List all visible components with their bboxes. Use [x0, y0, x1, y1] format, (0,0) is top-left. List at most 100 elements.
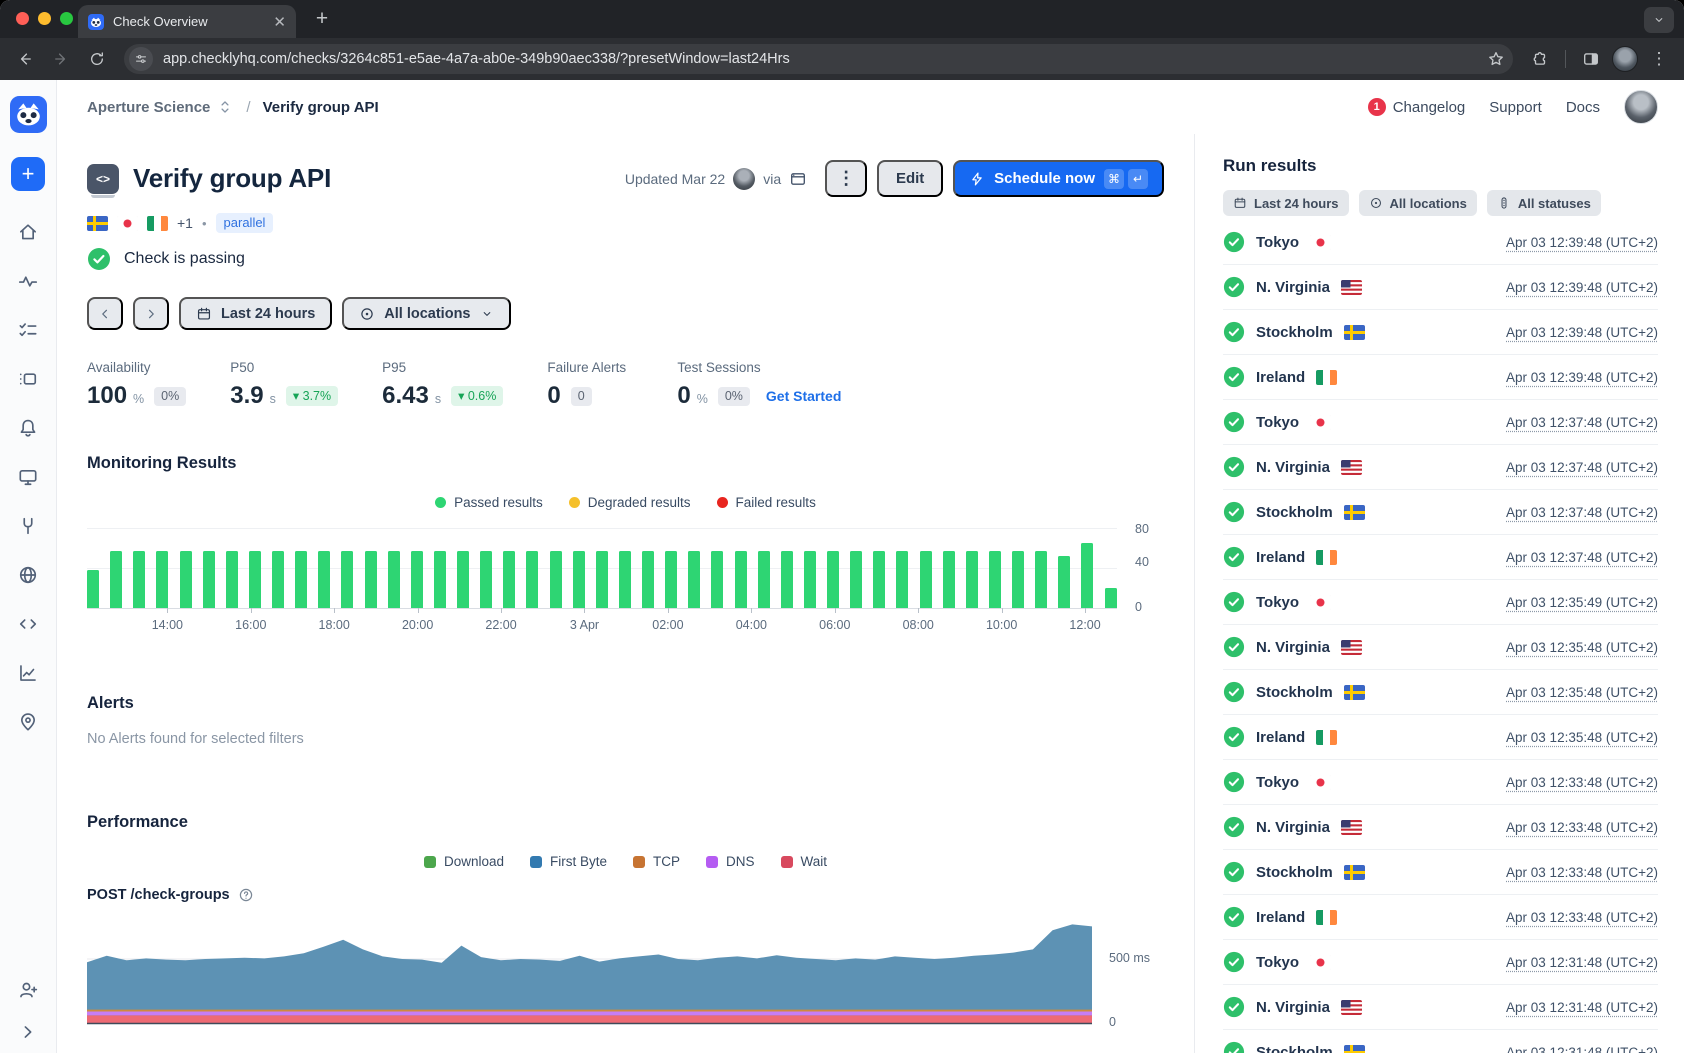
new-tab-button[interactable]: +	[308, 5, 336, 33]
passed-result-bar[interactable]	[434, 551, 446, 608]
next-period-button[interactable]	[133, 297, 169, 330]
run-result-row[interactable]: TokyoApr 03 12:31:48 (UTC+2)	[1223, 940, 1658, 985]
run-result-row[interactable]: StockholmApr 03 12:33:48 (UTC+2)	[1223, 850, 1658, 895]
passed-result-bar[interactable]	[411, 551, 423, 608]
run-timestamp-link[interactable]: Apr 03 12:37:48 (UTC+2)	[1506, 460, 1658, 475]
passed-result-bar[interactable]	[943, 551, 955, 608]
run-result-row[interactable]: StockholmApr 03 12:39:48 (UTC+2)	[1223, 310, 1658, 355]
sidebar-item-checks[interactable]	[17, 319, 39, 341]
monitoring-results-chart[interactable]: 14:0016:0018:0020:0022:003 Apr02:0004:00…	[87, 528, 1164, 646]
reload-button[interactable]	[82, 44, 112, 74]
passed-result-bar[interactable]	[318, 551, 330, 608]
passed-result-bar[interactable]	[873, 551, 885, 608]
site-info-icon[interactable]	[129, 47, 153, 71]
run-timestamp-link[interactable]: Apr 03 12:35:48 (UTC+2)	[1506, 730, 1658, 745]
passed-result-bar[interactable]	[966, 551, 978, 608]
run-timestamp-link[interactable]: Apr 03 12:31:48 (UTC+2)	[1506, 1000, 1658, 1015]
run-filter-all-statuses[interactable]: All statuses	[1487, 190, 1601, 216]
sidebar-item-alerts[interactable]	[17, 417, 39, 439]
locations-filter[interactable]: All locations	[342, 297, 510, 330]
run-result-row[interactable]: StockholmApr 03 12:31:48 (UTC+2)	[1223, 1030, 1658, 1053]
passed-result-bar[interactable]	[1012, 551, 1024, 608]
back-button[interactable]	[10, 44, 40, 74]
run-filter-last-24-hours[interactable]: Last 24 hours	[1223, 190, 1349, 216]
edit-button[interactable]: Edit	[877, 160, 943, 197]
passed-result-bar[interactable]	[1035, 551, 1047, 608]
run-timestamp-link[interactable]: Apr 03 12:33:48 (UTC+2)	[1506, 910, 1658, 925]
passed-result-bar[interactable]	[272, 551, 284, 608]
passed-result-bar[interactable]	[642, 551, 654, 608]
run-result-row[interactable]: IrelandApr 03 12:37:48 (UTC+2)	[1223, 535, 1658, 580]
bookmark-star-icon[interactable]	[1487, 50, 1505, 68]
maximize-window-button[interactable]	[60, 12, 73, 25]
passed-result-bar[interactable]	[827, 551, 839, 608]
legend-item-degraded-results[interactable]: Degraded results	[569, 495, 691, 510]
run-result-row[interactable]: N. VirginiaApr 03 12:31:48 (UTC+2)	[1223, 985, 1658, 1030]
passed-result-bar[interactable]	[781, 551, 793, 608]
previous-period-button[interactable]	[87, 297, 123, 330]
sidebar-item-activity[interactable]	[17, 270, 39, 292]
run-timestamp-link[interactable]: Apr 03 12:37:48 (UTC+2)	[1506, 550, 1658, 565]
passed-result-bar[interactable]	[526, 551, 538, 608]
legend-item-dns[interactable]: DNS	[706, 854, 755, 869]
passed-result-bar[interactable]	[480, 551, 492, 608]
passed-result-bar[interactable]	[711, 551, 723, 608]
run-timestamp-link[interactable]: Apr 03 12:39:48 (UTC+2)	[1506, 280, 1658, 295]
passed-result-bar[interactable]	[896, 551, 908, 608]
run-result-row[interactable]: N. VirginiaApr 03 12:35:48 (UTC+2)	[1223, 625, 1658, 670]
passed-result-bar[interactable]	[249, 551, 261, 608]
passed-result-bar[interactable]	[341, 551, 353, 608]
passed-result-bar[interactable]	[573, 551, 585, 608]
passed-result-bar[interactable]	[758, 551, 770, 608]
run-timestamp-link[interactable]: Apr 03 12:39:48 (UTC+2)	[1506, 325, 1658, 340]
passed-result-bar[interactable]	[1081, 543, 1093, 608]
passed-result-bar[interactable]	[665, 551, 677, 608]
run-result-row[interactable]: TokyoApr 03 12:33:48 (UTC+2)	[1223, 760, 1658, 805]
run-result-row[interactable]: StockholmApr 03 12:35:48 (UTC+2)	[1223, 670, 1658, 715]
window-controls[interactable]	[16, 12, 73, 25]
run-timestamp-link[interactable]: Apr 03 12:33:48 (UTC+2)	[1506, 775, 1658, 790]
browser-tab[interactable]: Check Overview ✕	[78, 5, 296, 38]
run-timestamp-link[interactable]: Apr 03 12:39:48 (UTC+2)	[1506, 370, 1658, 385]
run-result-row[interactable]: StockholmApr 03 12:37:48 (UTC+2)	[1223, 490, 1658, 535]
passed-result-bar[interactable]	[1105, 588, 1117, 608]
schedule-now-button[interactable]: Schedule now ⌘↵	[953, 160, 1164, 197]
passed-result-bar[interactable]	[87, 570, 99, 608]
passed-result-bar[interactable]	[550, 551, 562, 608]
sidebar-item-monitors[interactable]	[17, 466, 39, 488]
sidebar-item-analytics[interactable]	[17, 662, 39, 684]
browser-menu-icon[interactable]: ⋮	[1644, 44, 1674, 74]
sidebar-item-private-locations[interactable]	[17, 564, 39, 586]
run-result-row[interactable]: IrelandApr 03 12:33:48 (UTC+2)	[1223, 895, 1658, 940]
user-avatar[interactable]	[1624, 90, 1658, 124]
passed-result-bar[interactable]	[180, 551, 192, 608]
sidebar-item-home[interactable]	[17, 221, 39, 243]
sidebar-item-maintenance[interactable]	[17, 515, 39, 537]
passed-result-bar[interactable]	[226, 551, 238, 608]
run-timestamp-link[interactable]: Apr 03 12:31:48 (UTC+2)	[1506, 955, 1658, 970]
run-timestamp-link[interactable]: Apr 03 12:37:48 (UTC+2)	[1506, 505, 1658, 520]
passed-result-bar[interactable]	[365, 551, 377, 608]
time-range-filter[interactable]: Last 24 hours	[179, 297, 332, 330]
run-result-row[interactable]: N. VirginiaApr 03 12:33:48 (UTC+2)	[1223, 805, 1658, 850]
passed-result-bar[interactable]	[688, 551, 700, 608]
extensions-icon[interactable]	[1525, 44, 1555, 74]
run-timestamp-link[interactable]: Apr 03 12:31:48 (UTC+2)	[1506, 1045, 1658, 1053]
help-icon[interactable]	[238, 887, 254, 903]
run-result-row[interactable]: TokyoApr 03 12:37:48 (UTC+2)	[1223, 400, 1658, 445]
passed-result-bar[interactable]	[596, 551, 608, 608]
run-timestamp-link[interactable]: Apr 03 12:33:48 (UTC+2)	[1506, 820, 1658, 835]
passed-result-bar[interactable]	[989, 551, 1001, 608]
passed-result-bar[interactable]	[388, 551, 400, 608]
sidebar-item-status-pages[interactable]	[17, 711, 39, 733]
passed-result-bar[interactable]	[457, 551, 469, 608]
checkly-logo[interactable]	[10, 96, 47, 133]
sidebar-item-dashboards[interactable]	[17, 368, 39, 390]
run-timestamp-link[interactable]: Apr 03 12:39:48 (UTC+2)	[1506, 235, 1658, 250]
nav-link-support[interactable]: Support	[1489, 99, 1542, 116]
run-result-row[interactable]: IrelandApr 03 12:39:48 (UTC+2)	[1223, 355, 1658, 400]
passed-result-bar[interactable]	[156, 551, 168, 608]
minimize-window-button[interactable]	[38, 12, 51, 25]
sidebar-expand-button[interactable]	[17, 1021, 39, 1043]
legend-item-failed-results[interactable]: Failed results	[717, 495, 816, 510]
